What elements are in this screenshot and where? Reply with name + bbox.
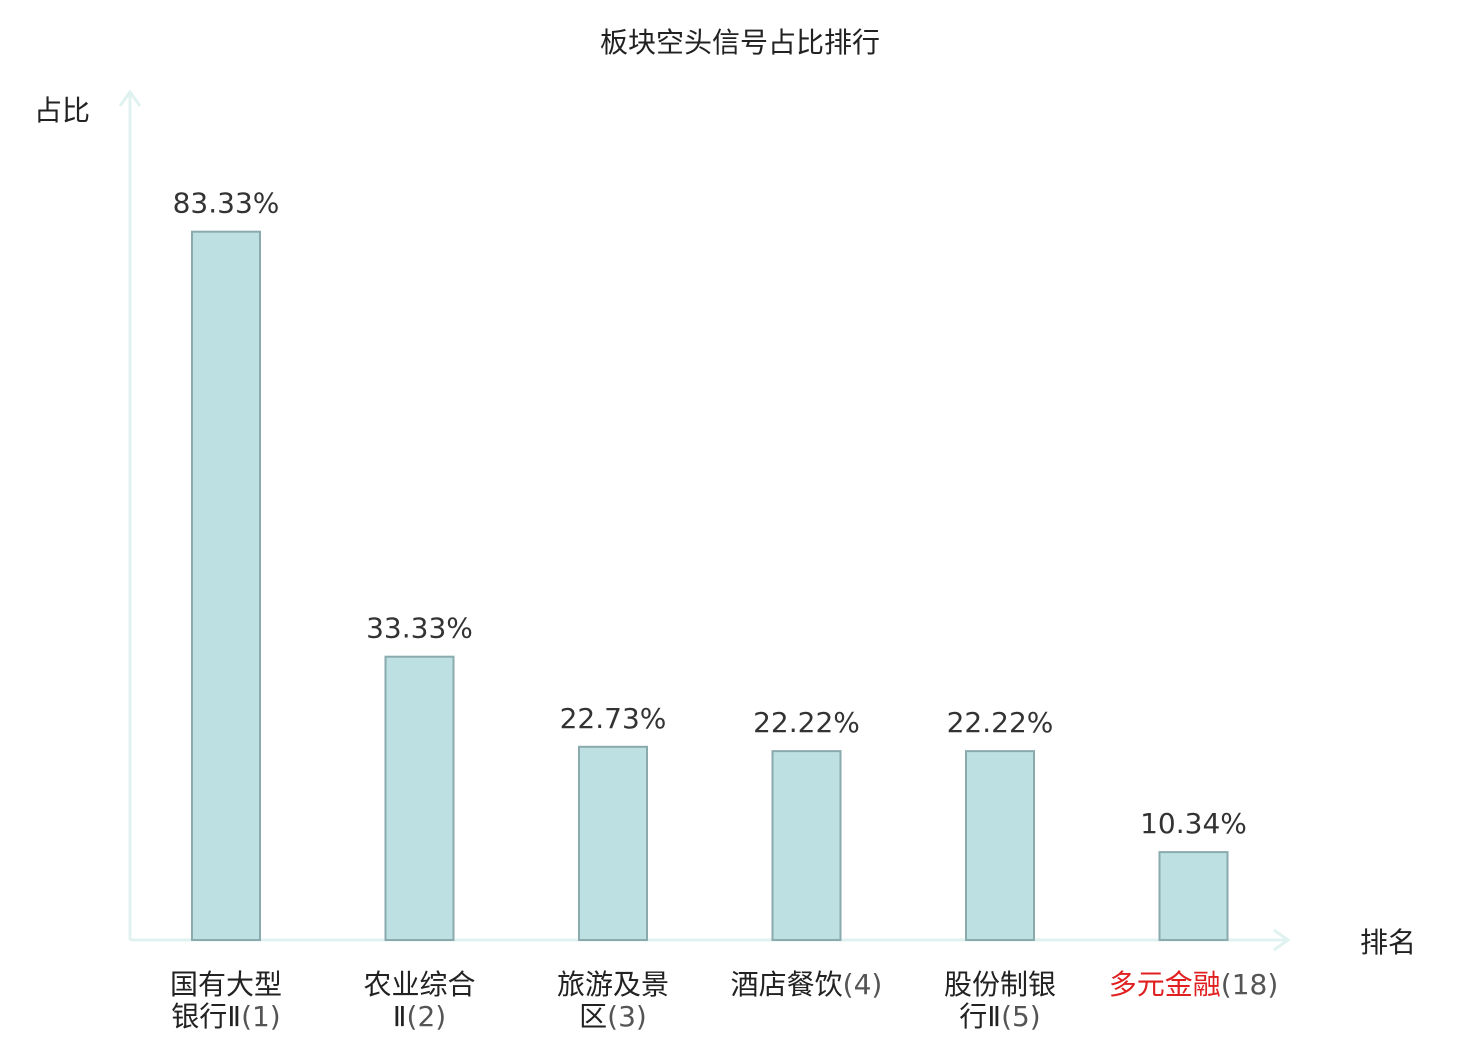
bar bbox=[578, 745, 648, 941]
x-tick-label: 农业综合 Ⅱ(2) bbox=[363, 968, 475, 1033]
y-axis-arrow-icon bbox=[118, 89, 142, 107]
x-tick-label: 旅游及景区(3) bbox=[557, 968, 669, 1033]
x-axis-label: 排名 bbox=[1360, 926, 1416, 959]
x-tick-label: 国有大型银行Ⅱ(1) bbox=[170, 968, 282, 1033]
x-tick-label: 股份制银行Ⅱ(5) bbox=[944, 968, 1056, 1033]
bar bbox=[191, 230, 261, 941]
y-axis-label: 占比 bbox=[34, 94, 90, 127]
x-tick-label: 多元金融(18) bbox=[1109, 968, 1279, 1001]
chart-title: 板块空头信号占比排行 bbox=[600, 26, 880, 59]
bar-value-label: 22.73% bbox=[560, 702, 667, 735]
bar bbox=[965, 750, 1035, 941]
bar bbox=[1158, 851, 1229, 941]
bar-value-label: 22.22% bbox=[753, 706, 860, 739]
bar-value-label: 83.33% bbox=[173, 187, 280, 220]
value-labels-group: 83.33% 33.33% 22.73% 22.22% 22.22% 10.34% bbox=[173, 187, 1247, 840]
bar bbox=[384, 655, 455, 941]
bar-value-label: 10.34% bbox=[1140, 807, 1247, 840]
bar-value-label: 22.22% bbox=[947, 706, 1054, 739]
axes bbox=[118, 89, 1291, 952]
x-axis-arrow-icon bbox=[1273, 928, 1291, 952]
bars-group bbox=[191, 230, 1229, 941]
x-tick-labels-group: 国有大型银行Ⅱ(1) 农业综合 Ⅱ(2) 旅游及景区(3) 酒店餐饮(4) 股份制银行Ⅱ(… bbox=[170, 968, 1278, 1033]
x-tick-label: 酒店餐饮(4) bbox=[731, 968, 883, 1001]
bar bbox=[771, 750, 842, 941]
bar-value-label: 33.33% bbox=[366, 612, 473, 645]
